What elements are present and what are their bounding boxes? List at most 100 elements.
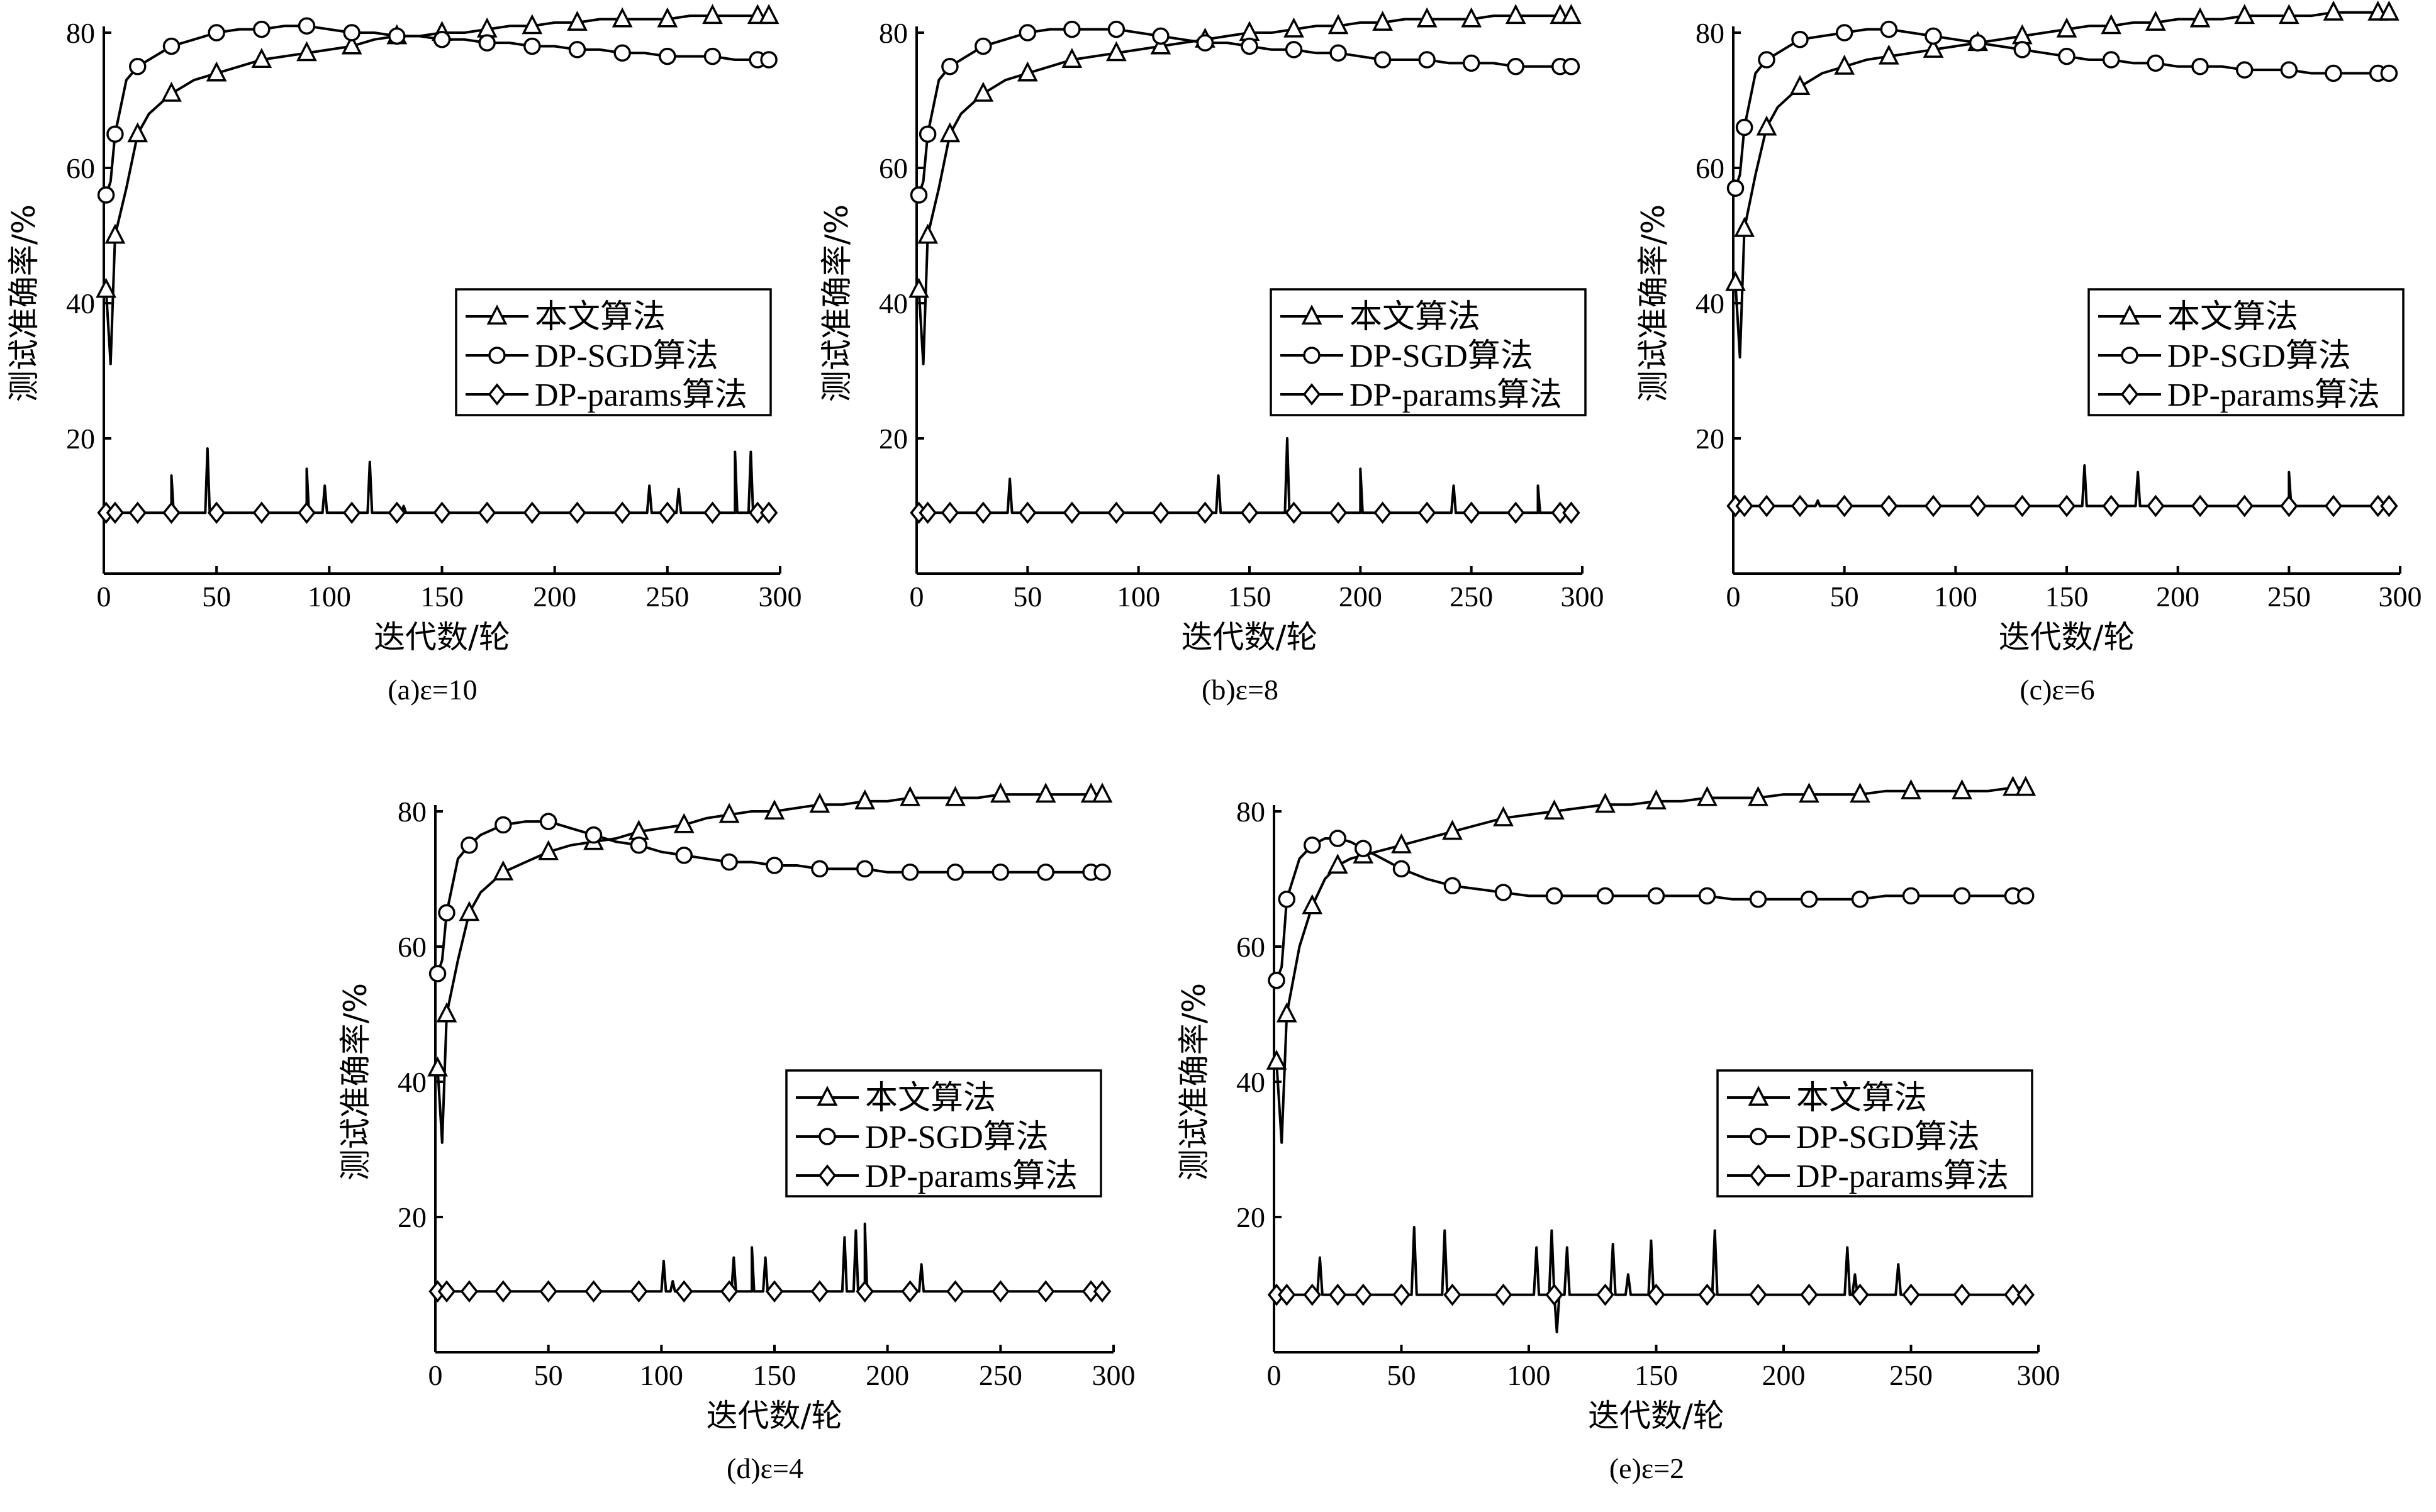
x-tick-label: 250 [1450,581,1493,613]
data-point [1924,494,1943,518]
y-axis-label: 测试准确率/% [1635,204,1672,402]
data-point [1354,1283,1372,1306]
data-point [1373,501,1392,525]
spike-peak [1413,1226,1415,1228]
x-tick-label: 0 [97,581,111,613]
x-axis-label: 迭代数/轮 [1999,619,2135,655]
legend-entry-3: DP-params算法 [535,377,747,413]
data-point [1019,501,1037,525]
data-point [946,1280,964,1303]
data-point [1329,501,1348,525]
data-point [1391,833,1412,853]
x-tick-label: 100 [308,581,351,613]
data-point [1417,501,1436,525]
legend: 本文算法 DP-SGD算法 DP-params算法 [785,1069,1102,1198]
data-point [1494,884,1512,901]
x-tick-label: 150 [420,581,464,613]
spike-peak [733,1257,735,1259]
x-axis-label: 迭代数/轮 [1588,1398,1724,1434]
y-tick-label: 60 [879,152,908,184]
spike-peak [2084,465,2086,466]
data-point [1791,494,1809,518]
legend-entry-2: DP-SGD算法 [535,338,718,374]
series-line [1734,11,2389,359]
data-point [2147,54,2165,72]
legend-marker [2121,347,2138,364]
spike-peak [306,468,308,470]
data-point [2147,494,2165,518]
data-point [630,837,648,854]
x-tick-label: 100 [1117,581,1160,613]
data-point [162,37,181,55]
data-point [1150,34,1171,55]
data-point [461,837,478,854]
x-tick-label: 250 [645,581,689,613]
data-point [568,41,586,58]
data-point [946,864,964,881]
y-tick-label: 20 [398,1201,427,1233]
data-point [901,1280,919,1303]
chart-panel-3: 0 50 100 150 200 250 300 20 40 60 80 迭代数/轮 测试准确率/% (c… [1635,0,2422,706]
spike-peak [1627,1274,1629,1276]
x-tick-label: 250 [2267,581,2311,613]
data-point [342,501,361,525]
data-point [917,223,939,244]
data-point [1442,820,1463,840]
data-point [2191,494,2210,518]
data-point [2191,58,2209,75]
series-line [106,447,769,514]
legend-marker [2120,383,2139,406]
data-point [939,122,961,143]
data-point [1093,864,1111,881]
data-point [1276,1002,1297,1023]
data-point [1562,58,1580,75]
data-point [494,1280,513,1303]
data-point [1278,1283,1296,1306]
data-point [1953,1283,1971,1306]
data-point [1285,501,1303,525]
legend-marker [1302,383,1321,406]
legend-entry-3: DP-params算法 [865,1159,1078,1194]
series-line [919,437,1572,514]
data-point [162,501,181,525]
data-point [900,786,920,806]
spike-peak [1536,1247,1538,1248]
series-line [1277,1226,2026,1333]
spike-peak [1319,1257,1321,1259]
data-point [810,1280,829,1303]
data-point [1878,44,1899,65]
data-point [720,853,738,871]
spike-peak [1897,1264,1899,1265]
data-point [1017,61,1038,82]
data-point [1698,887,1716,905]
spike-peak [1217,475,1219,477]
data-point [1506,501,1525,525]
data-point [718,803,740,823]
data-point [1107,20,1126,38]
data-point [2325,64,2342,82]
data-point [1268,972,1285,989]
spike-peak [764,1257,766,1259]
data-point [1953,887,1971,905]
x-axis-label: 迭代数/轮 [707,1398,843,1434]
spike-peak [206,448,208,450]
data-point [1493,806,1514,826]
series-3 [428,1222,1112,1303]
data-point [1329,44,1347,62]
data-point [720,1280,739,1303]
data-point [428,965,447,982]
data-point [1507,58,1524,75]
data-point [1901,779,1921,799]
data-point [765,1280,784,1303]
spike-peak [1444,1230,1446,1231]
data-point [251,48,272,68]
x-tick-label: 50 [1830,581,1859,613]
data-point [658,501,677,525]
series-2 [910,20,1580,204]
data-point [1392,860,1411,878]
legend-marker [1750,1128,1767,1145]
data-point [1851,1283,1869,1306]
x-tick-label: 50 [1387,1359,1416,1391]
spike-peak [403,505,405,507]
spike-peak [2288,471,2290,473]
